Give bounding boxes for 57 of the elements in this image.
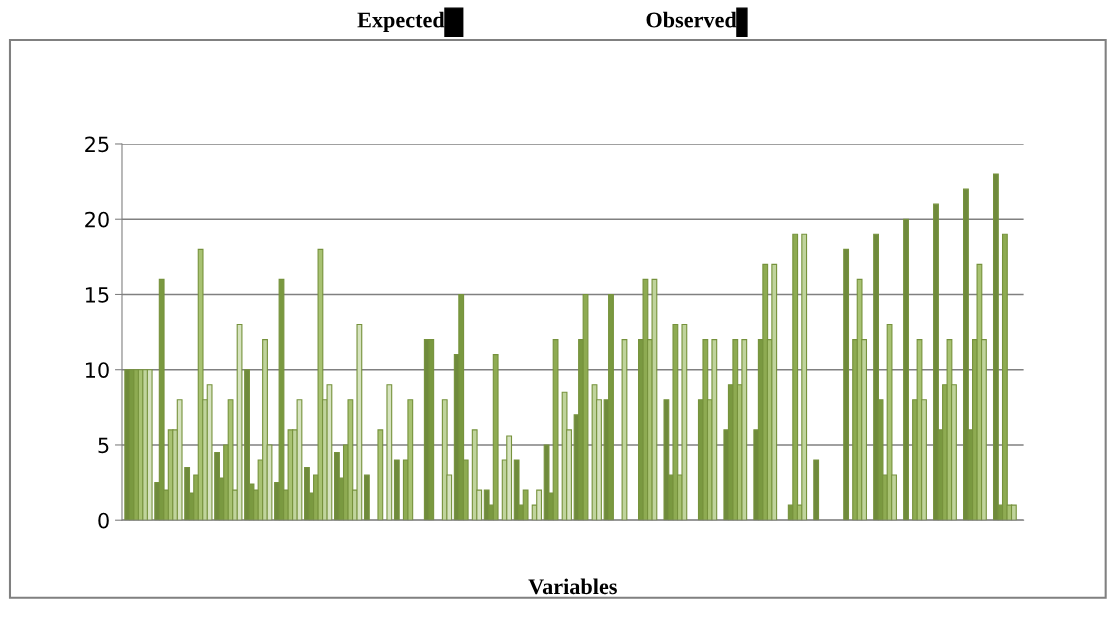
bar bbox=[762, 263, 769, 521]
bar bbox=[506, 435, 513, 521]
x-axis-title: Variables bbox=[528, 578, 617, 595]
bar bbox=[741, 339, 748, 521]
bar bbox=[946, 339, 953, 521]
bar bbox=[377, 429, 384, 521]
bar bbox=[347, 399, 354, 521]
bar bbox=[976, 263, 983, 521]
bar bbox=[963, 188, 969, 521]
bar bbox=[296, 399, 303, 521]
y-tick-label: 15 bbox=[85, 287, 109, 303]
bar bbox=[711, 339, 718, 521]
bar bbox=[813, 459, 820, 521]
bar bbox=[441, 399, 448, 521]
bar bbox=[536, 489, 543, 521]
bar bbox=[903, 218, 909, 521]
bar bbox=[1001, 233, 1008, 521]
bar bbox=[471, 429, 478, 521]
bar bbox=[393, 459, 400, 521]
bar bbox=[732, 339, 739, 521]
bar bbox=[363, 474, 370, 521]
bar bbox=[681, 324, 688, 521]
bar bbox=[702, 339, 709, 521]
bar bbox=[843, 248, 850, 521]
y-tick-label: 10 bbox=[85, 362, 109, 378]
bar bbox=[642, 278, 649, 521]
bar bbox=[933, 203, 939, 521]
bar bbox=[492, 354, 499, 521]
bar bbox=[522, 489, 529, 521]
bar bbox=[1010, 504, 1017, 521]
bar bbox=[317, 248, 324, 521]
y-tick-label: 5 bbox=[98, 437, 109, 454]
bar bbox=[801, 233, 808, 521]
bar bbox=[278, 278, 285, 521]
bar bbox=[458, 293, 465, 521]
bar bbox=[386, 384, 393, 521]
bar bbox=[651, 278, 658, 521]
y-tick-label: 20 bbox=[85, 211, 109, 228]
bar bbox=[158, 278, 165, 521]
bar bbox=[582, 293, 589, 521]
bar bbox=[326, 384, 333, 521]
bar bbox=[227, 399, 234, 521]
y-tick-label: 0 bbox=[98, 512, 109, 529]
bar bbox=[886, 324, 893, 521]
bar bbox=[407, 399, 414, 521]
y-tick-label: 25 bbox=[85, 136, 109, 153]
bar bbox=[792, 233, 799, 521]
bar bbox=[771, 263, 778, 521]
bar bbox=[428, 339, 435, 521]
bar bbox=[552, 339, 559, 521]
bar bbox=[621, 339, 628, 521]
bar bbox=[356, 324, 363, 521]
bar bbox=[992, 173, 999, 521]
bar bbox=[672, 324, 679, 521]
bar bbox=[513, 459, 520, 521]
bar bbox=[543, 444, 550, 521]
bar bbox=[663, 399, 670, 521]
